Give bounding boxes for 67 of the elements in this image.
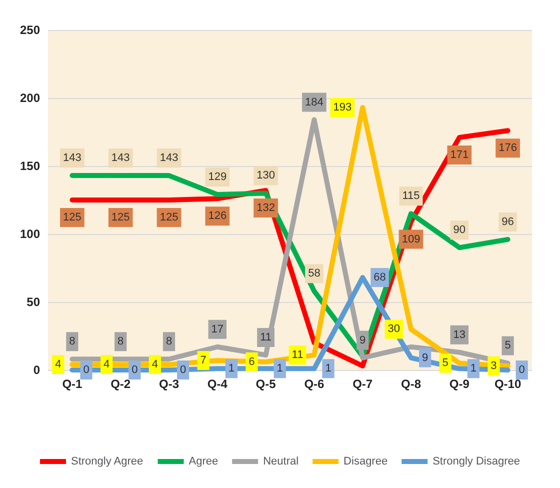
legend-label: Agree	[188, 456, 218, 468]
data-label: 30	[388, 323, 400, 336]
x-tick-label: Q-5	[256, 377, 276, 391]
x-tick-label: Q-10	[494, 377, 522, 391]
data-label: 1	[470, 362, 477, 375]
x-tick-label: Q-8	[400, 377, 422, 391]
data-label: 125	[160, 212, 178, 224]
data-label: 7	[200, 354, 206, 366]
legend-label: Neutral	[263, 456, 299, 468]
data-label: 9	[360, 334, 366, 346]
y-tick-label: 50	[26, 295, 40, 309]
y-tick-label: 150	[20, 159, 40, 173]
data-label: 143	[160, 152, 178, 164]
data-label: 4	[152, 358, 158, 371]
x-tick-label: Q-7	[352, 377, 373, 391]
data-label: 1	[325, 362, 332, 375]
data-label: 68	[374, 272, 386, 284]
x-tick-label: Q-9	[449, 377, 470, 391]
data-label: 11	[260, 332, 272, 344]
data-label: 0	[518, 364, 525, 376]
y-tick-label: 250	[20, 23, 40, 37]
data-label: 125	[111, 212, 130, 224]
data-label: 143	[111, 152, 130, 164]
data-label: 13	[453, 328, 466, 341]
data-label: 176	[498, 142, 517, 154]
x-tick-label: Q-4	[207, 377, 228, 391]
data-label: 8	[118, 336, 124, 348]
x-tick-label: Q-3	[158, 377, 180, 391]
legend-label: Strongly Disagree	[432, 456, 520, 468]
data-label: 8	[69, 336, 76, 348]
data-label: 193	[333, 102, 352, 114]
data-label: 0	[180, 364, 186, 376]
data-label: 130	[256, 170, 275, 182]
x-tick-label: Q-2	[110, 377, 131, 391]
x-tick-label: Q-1	[62, 377, 83, 391]
data-label: 0	[83, 364, 90, 376]
y-tick-label: 100	[20, 227, 40, 241]
data-label: 5	[442, 357, 448, 370]
data-label: 9	[422, 352, 428, 364]
data-label: 96	[502, 216, 514, 228]
data-label: 8	[166, 336, 172, 348]
data-label: 17	[211, 323, 224, 336]
data-label: 109	[402, 233, 420, 246]
legend-label: Disagree	[344, 456, 388, 468]
data-label: 129	[208, 171, 227, 184]
data-label: 0	[132, 364, 138, 376]
data-label: 143	[63, 152, 82, 164]
legend-label: Strongly Agree	[70, 456, 144, 468]
data-label: 132	[256, 202, 275, 214]
data-label: 6	[248, 356, 255, 368]
data-label: 125	[63, 212, 82, 224]
y-tick-label: 0	[33, 363, 40, 377]
data-label: 184	[305, 96, 324, 108]
x-tick-label: Q-6	[304, 377, 325, 391]
data-label: 11	[292, 349, 304, 362]
data-label: 4	[103, 358, 110, 371]
data-label: 5	[504, 340, 511, 352]
data-label: 90	[453, 224, 466, 236]
data-label: 115	[402, 190, 420, 202]
data-label: 3	[490, 360, 497, 372]
data-label: 58	[308, 268, 320, 280]
y-tick-label: 200	[20, 91, 40, 105]
data-label: 171	[450, 148, 469, 161]
data-label: 4	[55, 358, 62, 371]
data-label: 1	[228, 362, 235, 375]
data-label: 1	[276, 362, 283, 375]
data-label: 126	[208, 210, 227, 222]
